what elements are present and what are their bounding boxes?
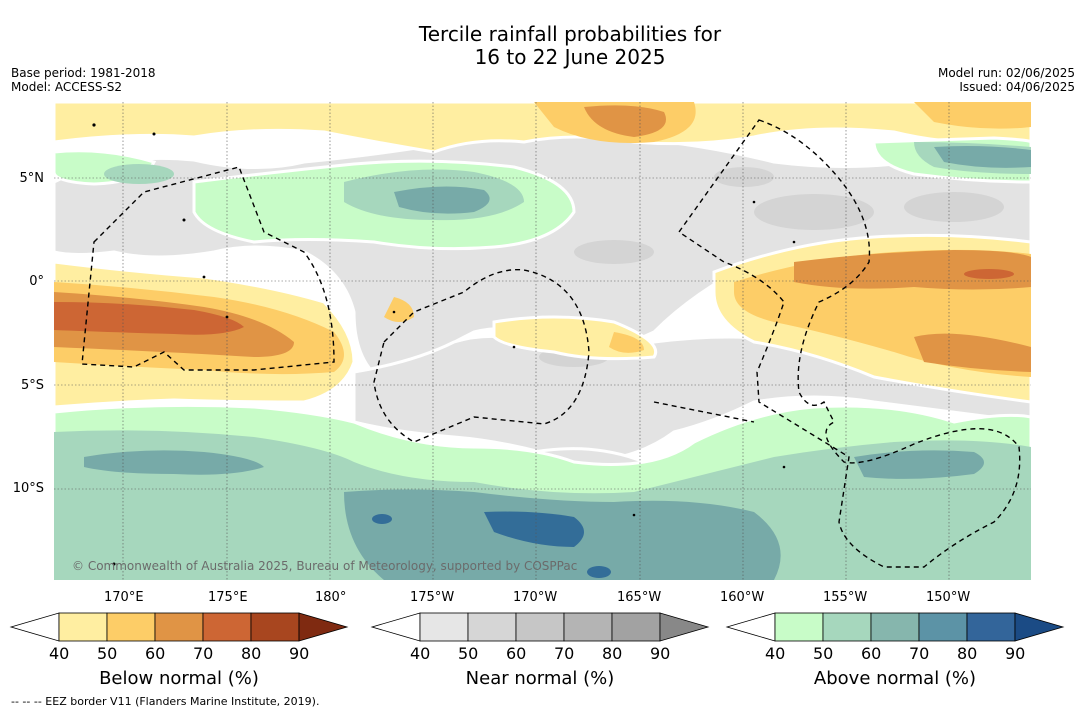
eez-kiribati-east: [678, 119, 1021, 568]
cb3-tick-40: 40: [765, 644, 786, 663]
colorbar-near-normal: [370, 612, 710, 642]
eez-footnote: -- -- -- EEZ border V11 (Flanders Marine…: [11, 695, 320, 708]
near-normal-label: Near normal (%): [465, 668, 615, 689]
lat-label-10s: 10°S: [12, 481, 44, 496]
lon-label-175w: 175°W: [410, 590, 455, 605]
lat-label-5s: 5°S: [20, 378, 44, 393]
eez-wallis-futuna: [653, 401, 755, 423]
lon-label-175e: 175°E: [208, 590, 248, 605]
cb2-tick-60: 60: [506, 644, 527, 663]
cb3-tick-50: 50: [813, 644, 834, 663]
colorbars: [9, 612, 1065, 642]
below-normal-label: Below normal (%): [99, 668, 259, 689]
cb1-tick-80: 80: [241, 644, 262, 663]
rainfall-probability-map: © Commonwealth of Australia 2025, Bureau…: [54, 102, 1031, 580]
graticule: [54, 102, 1031, 580]
cb2-tick-50: 50: [458, 644, 479, 663]
lat-label-0: 0°: [29, 274, 44, 289]
above-normal-80: [372, 511, 611, 578]
map-title-line2: 16 to 22 June 2025: [474, 45, 666, 69]
islands: [92, 123, 796, 566]
lon-label-170e: 170°E: [104, 590, 144, 605]
cb2-tick-80: 80: [602, 644, 623, 663]
issued-date: Issued: 04/06/2025: [959, 80, 1075, 94]
cb1-tick-90: 90: [289, 644, 310, 663]
lon-label-180: 180°: [315, 590, 347, 605]
cb3-tick-90: 90: [1005, 644, 1026, 663]
lon-label-155w: 155°W: [823, 590, 868, 605]
cb1-tick-40: 40: [49, 644, 70, 663]
cb3-tick-80: 80: [957, 644, 978, 663]
base-period: Base period: 1981-2018: [11, 66, 156, 80]
colorbar-above-normal: [725, 612, 1065, 642]
above-normal-label: Above normal (%): [813, 668, 977, 689]
lat-label-5n: 5°N: [19, 171, 45, 186]
colorbar-below-normal: [9, 612, 349, 642]
lon-label-160w: 160°W: [720, 590, 765, 605]
lon-label-170w: 170°W: [513, 590, 558, 605]
model-run: Model run: 02/06/2025: [937, 66, 1075, 80]
below-normal-80: [54, 269, 1014, 335]
cb3-tick-60: 60: [861, 644, 882, 663]
lon-label-165w: 165°W: [617, 590, 662, 605]
eez-borders: [81, 119, 1021, 568]
cb2-tick-70: 70: [554, 644, 575, 663]
cb3-tick-70: 70: [909, 644, 930, 663]
cb2-tick-90: 90: [650, 644, 671, 663]
copyright-credit: © Commonwealth of Australia 2025, Bureau…: [72, 559, 577, 573]
cb2-tick-40: 40: [410, 644, 431, 663]
cb1-tick-60: 60: [145, 644, 166, 663]
cb1-tick-70: 70: [193, 644, 214, 663]
cb1-tick-50: 50: [97, 644, 118, 663]
map-title-line1: Tercile rainfall probabilities for: [418, 22, 722, 46]
lon-label-150w: 150°W: [926, 590, 971, 605]
model-name: Model: ACCESS-S2: [11, 80, 123, 94]
